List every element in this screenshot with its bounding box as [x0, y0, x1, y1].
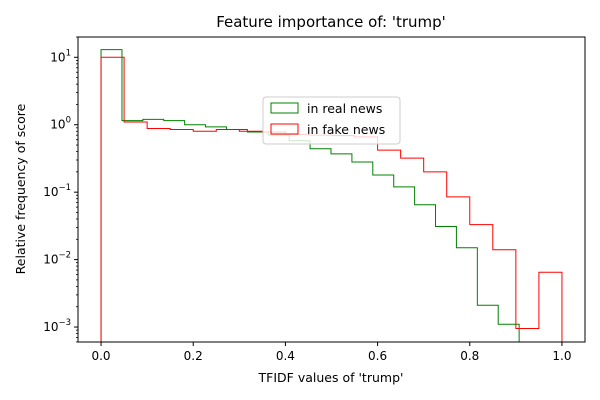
- legend-box: [262, 96, 401, 145]
- plot-area: [78, 37, 585, 342]
- x-axis-label: TFIDF values of 'trump': [258, 370, 404, 385]
- x-tick-label: 1.0: [552, 349, 571, 363]
- legend-swatch-real: [270, 102, 299, 114]
- legend-label-fake: in fake news: [307, 122, 385, 137]
- plot-frame: [77, 36, 586, 343]
- y-tick-label: 101: [50, 48, 71, 64]
- x-tick-label: 0.0: [91, 349, 110, 363]
- x-axis-ticks: 0.0 0.2 0.4 0.6 0.8 1.0: [91, 342, 572, 363]
- legend-label-real: in real news: [307, 101, 382, 116]
- y-tick-label: 10−1: [43, 183, 71, 199]
- chart-title: Feature importance of: 'trump': [216, 13, 446, 31]
- legend-swatch-fake: [270, 123, 299, 135]
- legend: in real news in fake news: [262, 96, 401, 145]
- x-tick-label: 0.8: [460, 349, 479, 363]
- y-axis-label: Relative frequency of score: [13, 103, 28, 274]
- series-real-news-line: [100, 49, 520, 342]
- y-tick-label: 10−2: [43, 251, 71, 267]
- x-tick-label: 0.6: [368, 349, 387, 363]
- y-tick-label: 10−3: [43, 318, 71, 334]
- x-tick-label: 0.2: [184, 349, 203, 363]
- y-tick-label: 100: [50, 116, 71, 132]
- y-axis-ticks: 101 100 10−1 10−2 10−3: [43, 36, 78, 343]
- x-tick-label: 0.4: [276, 349, 295, 363]
